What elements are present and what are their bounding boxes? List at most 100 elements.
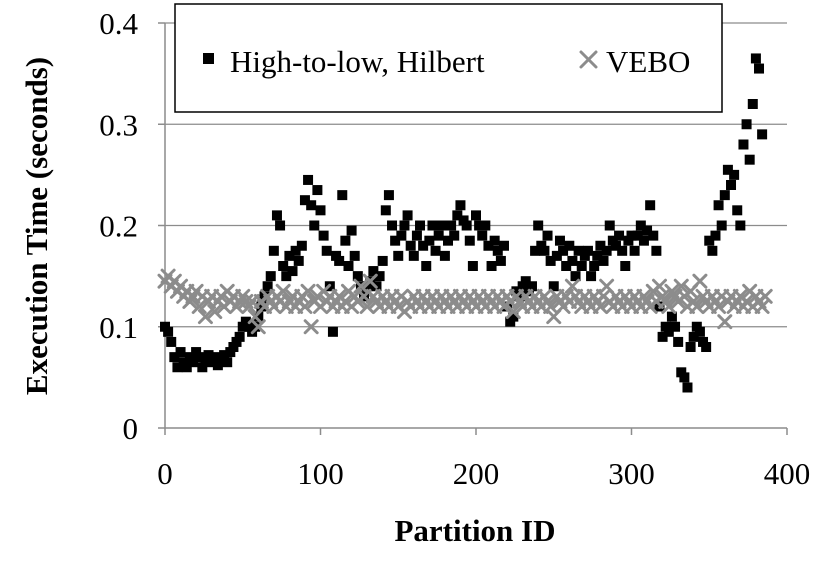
data-point-high-to-low-hilbert [530, 245, 541, 256]
data-point-high-to-low-hilbert [209, 352, 220, 363]
data-point-high-to-low-hilbert [166, 336, 177, 347]
data-point-high-to-low-hilbert [666, 311, 677, 322]
data-point-high-to-low-hilbert [430, 245, 441, 256]
y-tick-label: 0.3 [99, 107, 138, 142]
data-point-high-to-low-hilbert [421, 261, 432, 271]
data-point-high-to-low-hilbert [368, 266, 379, 277]
data-point-high-to-low-hilbert [741, 119, 752, 130]
data-point-high-to-low-hilbert [486, 261, 497, 271]
data-point-high-to-low-hilbert [471, 210, 481, 221]
data-point-high-to-low-hilbert [626, 230, 637, 241]
x-tick-label: 100 [297, 456, 344, 491]
data-point-vebo [359, 299, 375, 314]
data-point-high-to-low-hilbert [343, 261, 354, 271]
x-tick-label: 200 [453, 456, 500, 491]
data-point-high-to-low-hilbert [629, 245, 640, 256]
data-point-high-to-low-hilbert [265, 271, 276, 282]
data-point-high-to-low-hilbert [480, 220, 491, 231]
data-point-high-to-low-hilbert [443, 235, 454, 246]
data-point-high-to-low-hilbert [716, 220, 727, 231]
data-point-high-to-low-hilbert [402, 210, 413, 221]
data-point-high-to-low-hilbert [346, 225, 357, 236]
data-point-high-to-low-hilbert [458, 215, 469, 226]
data-point-high-to-low-hilbert [610, 240, 621, 251]
data-point-high-to-low-hilbert [704, 235, 715, 246]
data-point-high-to-low-hilbert [614, 230, 625, 241]
data-point-high-to-low-hilbert [452, 210, 463, 221]
data-point-high-to-low-hilbert [514, 291, 525, 302]
data-point-high-to-low-hilbert [663, 326, 674, 337]
data-point-high-to-low-hilbert [206, 357, 217, 368]
data-point-high-to-low-hilbert [436, 220, 447, 231]
data-point-high-to-low-hilbert [526, 281, 537, 292]
data-point-high-to-low-hilbert [219, 350, 230, 361]
data-point-high-to-low-hilbert [222, 357, 233, 368]
data-point-high-to-low-hilbert [645, 200, 656, 211]
data-point-high-to-low-hilbert [679, 372, 690, 383]
data-point-high-to-low-hilbert [726, 180, 737, 190]
data-point-high-to-low-hilbert [178, 357, 189, 368]
data-point-high-to-low-hilbert [337, 190, 348, 201]
data-point-high-to-low-hilbert [719, 190, 730, 201]
data-point-high-to-low-hilbert [698, 336, 709, 347]
data-point-high-to-low-hilbert [455, 200, 466, 211]
data-point-high-to-low-hilbert [492, 245, 503, 256]
data-point-high-to-low-hilbert [533, 220, 544, 231]
data-point-high-to-low-hilbert [309, 220, 320, 231]
x-tick-label: 0 [157, 456, 173, 491]
data-point-vebo [197, 309, 213, 325]
data-point-high-to-low-hilbert [175, 347, 186, 358]
data-point-high-to-low-hilbert [570, 271, 581, 282]
data-point-vebo [297, 299, 313, 314]
y-tick-label: 0.2 [99, 209, 138, 244]
data-point-high-to-low-hilbert [172, 362, 183, 373]
data-point-high-to-low-hilbert [194, 352, 205, 363]
data-point-high-to-low-hilbert [542, 230, 553, 241]
data-point-high-to-low-hilbert [449, 230, 460, 241]
legend-label-vebo: VEBO [606, 44, 690, 79]
data-point-high-to-low-hilbert [433, 230, 444, 241]
data-point-high-to-low-hilbert [408, 250, 419, 261]
data-point-high-to-low-hilbert [303, 174, 314, 185]
data-point-high-to-low-hilbert [427, 220, 438, 231]
data-point-high-to-low-hilbert [306, 200, 317, 211]
data-point-high-to-low-hilbert [228, 342, 239, 352]
data-point-high-to-low-hilbert [203, 350, 214, 361]
data-point-high-to-low-hilbert [582, 245, 593, 256]
data-point-high-to-low-hilbert [318, 230, 329, 241]
data-point-high-to-low-hilbert [554, 235, 565, 246]
y-axis-title: Execution Time (seconds) [19, 57, 54, 395]
data-point-high-to-low-hilbert [467, 261, 478, 271]
data-point-high-to-low-hilbert [278, 261, 289, 271]
data-point-high-to-low-hilbert [197, 362, 208, 373]
data-point-high-to-low-hilbert [439, 250, 450, 261]
data-point-vebo [717, 314, 733, 330]
data-point-high-to-low-hilbert [262, 281, 273, 292]
data-point-vebo [275, 283, 291, 299]
data-point-high-to-low-hilbert [296, 240, 307, 251]
series-vebo [157, 268, 773, 335]
data-point-high-to-low-hilbert [380, 205, 391, 216]
data-point-high-to-low-hilbert [595, 240, 606, 251]
data-point-high-to-low-hilbert [483, 240, 494, 251]
data-point-high-to-low-hilbert [735, 220, 746, 231]
data-point-high-to-low-hilbert [477, 230, 488, 241]
y-tick-label: 0.1 [99, 310, 138, 345]
data-point-high-to-low-hilbert [495, 255, 506, 266]
data-point-high-to-low-hilbert [564, 240, 575, 251]
data-point-high-to-low-hilbert [713, 200, 724, 211]
data-point-high-to-low-hilbert [243, 321, 254, 332]
data-point-high-to-low-hilbert [754, 63, 765, 74]
data-point-high-to-low-hilbert [617, 245, 628, 256]
data-point-high-to-low-hilbert [225, 347, 236, 358]
data-point-high-to-low-hilbert [327, 326, 338, 337]
data-point-high-to-low-hilbert [673, 336, 684, 347]
data-point-high-to-low-hilbert [231, 336, 242, 347]
data-point-high-to-low-hilbert [691, 321, 702, 332]
data-point-high-to-low-hilbert [268, 245, 279, 256]
data-point-high-to-low-hilbert [738, 139, 749, 150]
data-point-high-to-low-hilbert [169, 352, 180, 363]
data-point-high-to-low-hilbert [635, 220, 646, 231]
x-tick-label: 300 [608, 456, 655, 491]
data-point-high-to-low-hilbert [632, 230, 643, 241]
